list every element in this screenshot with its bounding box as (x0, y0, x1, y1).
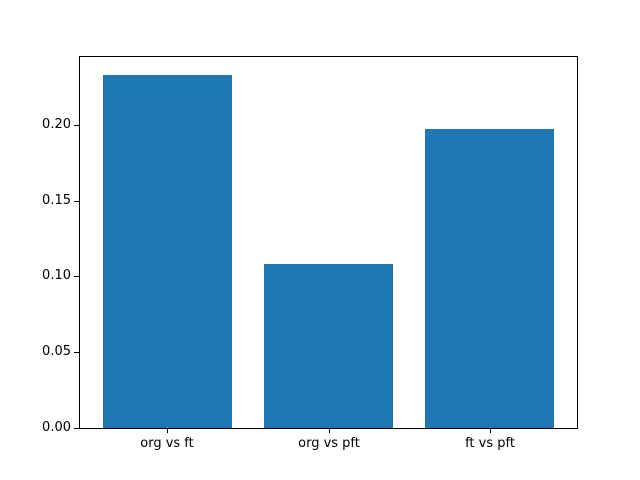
x-tick-label-ft-vs-pft: ft vs pft (465, 436, 515, 451)
x-tick-mark (329, 429, 330, 433)
x-tick-label-org-vs-pft: org vs pft (298, 436, 360, 451)
y-tick-label: 0.20 (42, 117, 71, 132)
y-tick-mark (74, 125, 79, 126)
y-tick-mark (74, 428, 79, 429)
x-tick-mark (490, 429, 491, 433)
x-tick-mark (167, 429, 168, 433)
bar-org-vs-pft (264, 264, 394, 428)
plot-area (79, 56, 578, 429)
y-tick-label: 0.10 (42, 268, 71, 283)
bar-ft-vs-pft (425, 129, 555, 428)
bar-org-vs-ft (102, 74, 232, 428)
y-tick-mark (74, 352, 79, 353)
y-tick-label: 0.05 (42, 344, 71, 359)
x-tick-label-org-vs-ft: org vs ft (140, 436, 194, 451)
y-tick-mark (74, 201, 79, 202)
y-tick-label: 0.15 (42, 193, 71, 208)
y-tick-label: 0.00 (42, 420, 71, 435)
y-tick-mark (74, 276, 79, 277)
